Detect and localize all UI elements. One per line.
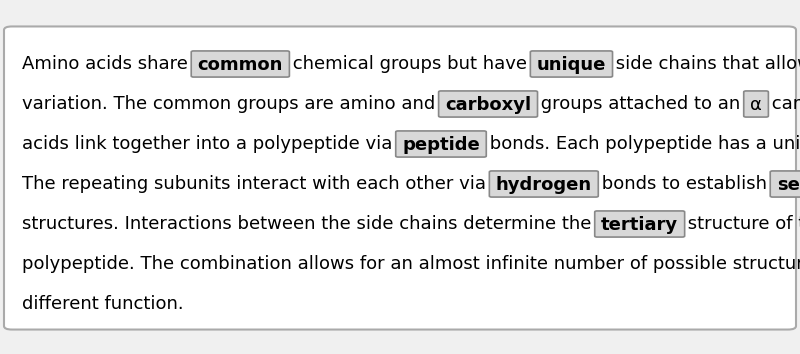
FancyBboxPatch shape [396,131,486,157]
Text: structures. Interactions between the side chains determine the: structures. Interactions between the sid… [22,215,597,233]
Text: secondary: secondary [777,177,800,194]
Text: polypeptide. The combination allows for an almost infinite number of possible st: polypeptide. The combination allows for … [22,255,800,273]
Text: different function.: different function. [22,295,184,313]
Text: carboxyl: carboxyl [445,97,531,114]
FancyBboxPatch shape [530,51,613,77]
FancyBboxPatch shape [490,171,598,197]
Text: The repeating subunits interact with each other via: The repeating subunits interact with eac… [22,175,492,193]
FancyBboxPatch shape [594,211,685,237]
Text: common: common [198,57,283,74]
FancyBboxPatch shape [770,171,800,197]
FancyBboxPatch shape [438,91,538,117]
FancyBboxPatch shape [191,51,290,77]
FancyBboxPatch shape [744,91,768,117]
Text: groups attached to an: groups attached to an [535,95,746,113]
Text: structure of the: structure of the [682,215,800,233]
FancyBboxPatch shape [4,27,796,330]
Text: side chains that allow for: side chains that allow for [610,55,800,73]
Text: carbon. Amino: carbon. Amino [766,95,800,113]
Text: bonds to establish: bonds to establish [596,175,773,193]
Text: peptide: peptide [402,137,480,154]
Text: chemical groups but have: chemical groups but have [287,55,533,73]
Text: Amino acids share: Amino acids share [22,55,194,73]
Text: α: α [750,97,762,114]
Text: bonds. Each polypeptide has a unique sequence.: bonds. Each polypeptide has a unique seq… [484,135,800,153]
Text: acids link together into a polypeptide via: acids link together into a polypeptide v… [22,135,398,153]
Text: unique: unique [537,57,606,74]
Text: variation. The common groups are amino and: variation. The common groups are amino a… [22,95,441,113]
Text: hydrogen: hydrogen [496,177,592,194]
Text: tertiary: tertiary [601,217,678,234]
